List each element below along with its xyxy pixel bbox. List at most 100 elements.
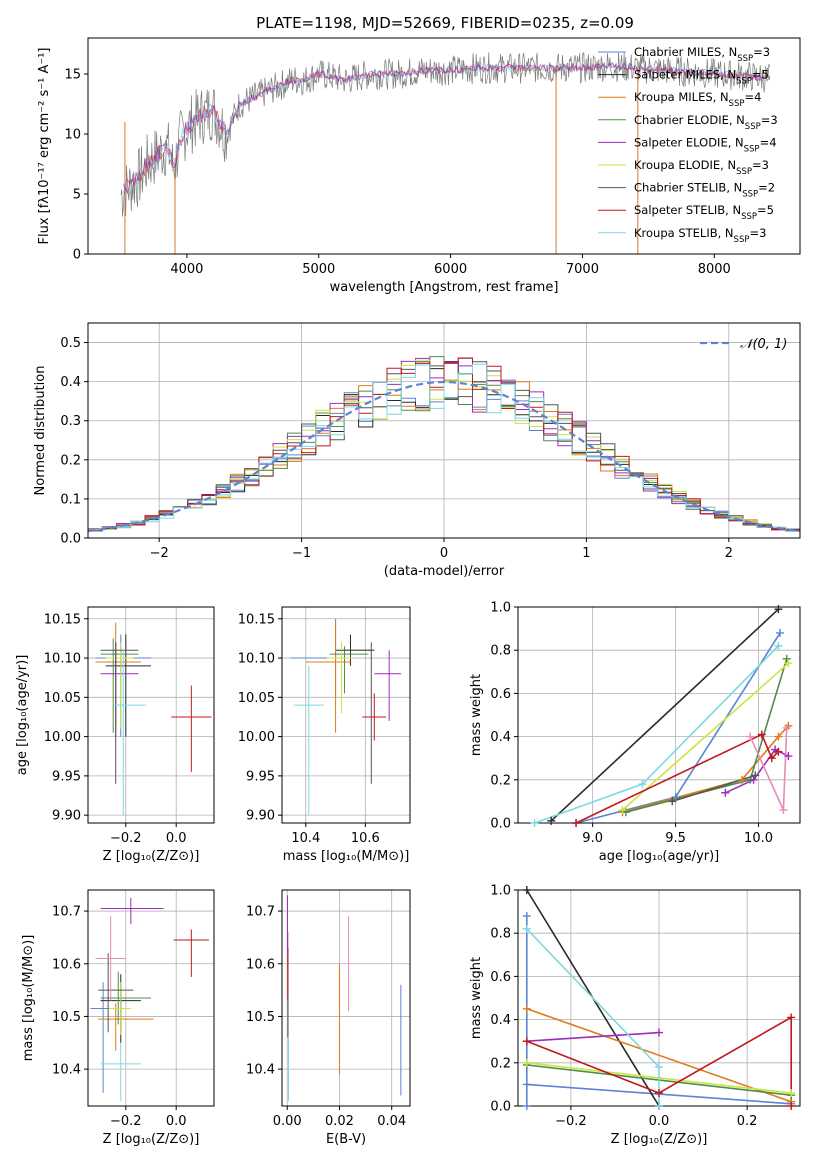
y-tick-label: 10.05	[238, 691, 275, 706]
x-tick-label: −1	[292, 546, 311, 561]
legend-label: Kroupa STELIB, NSSP=3	[634, 226, 766, 245]
y-tick-label: 1.0	[490, 884, 511, 899]
y-tick-label: 0.0	[490, 1100, 511, 1115]
y-tick-label: 9.90	[52, 809, 81, 824]
weight-marker	[668, 797, 677, 806]
x-axis-label: wavelength [Angstrom, rest frame]	[330, 280, 559, 295]
axes-frame	[87, 322, 801, 539]
weight-marker	[776, 628, 785, 637]
weight-marker	[774, 605, 783, 614]
y-tick-label: 10.4	[52, 1063, 81, 1078]
y-tick-label: 0.2	[60, 453, 81, 468]
y-tick-label: 10.05	[44, 691, 81, 706]
x-tick-label: 0.2	[737, 1114, 758, 1129]
weight-vs-age-panel: 9.0 9.5 10.0 0.0 0.2 0.4 0.6 0.8 1.0 age [log₁₀(a…	[469, 601, 801, 864]
x-tick-label: 0.02	[325, 1114, 354, 1129]
residuals-panel: −2 −1 0 1 2 0.0 0.1 0.2 0.3 0.4 0.5 (data-model)/er…	[33, 322, 801, 579]
weight-marker	[774, 732, 783, 741]
plot-area	[290, 618, 402, 816]
x-tick-label: 0.04	[377, 1114, 406, 1129]
weight-marker	[522, 1004, 531, 1013]
y-tick-label: 0.2	[490, 1056, 511, 1071]
weight-line	[526, 1016, 792, 1106]
weight-line	[550, 608, 779, 822]
y-axis-label: Flux [fλ10⁻¹⁷ erg cm⁻² s⁻¹ A⁻¹]	[37, 48, 52, 245]
weight-marker	[787, 1102, 796, 1110]
y-tick-label: 0.3	[60, 414, 81, 429]
weight-line	[534, 645, 779, 823]
weight-line	[575, 733, 779, 823]
weight-marker	[522, 911, 531, 920]
y-tick-label: 0.4	[490, 730, 511, 745]
legend-label: Chabrier STELIB, NSSP=2	[634, 181, 775, 200]
model-spectrum-line	[123, 62, 771, 195]
weight-marker	[746, 732, 755, 741]
y-tick-label: 0.0	[60, 532, 81, 547]
plot-area	[534, 608, 789, 823]
y-tick-label: 0.2	[490, 773, 511, 788]
model-spectrum-line	[123, 62, 771, 194]
x-tick-label: 7000	[566, 262, 599, 277]
weight-marker	[522, 1037, 531, 1046]
y-tick-label: 9.95	[52, 769, 81, 784]
weight-marker	[779, 806, 788, 815]
x-axis-label: Z [log₁₀(Z/Z⊙)]	[103, 849, 200, 864]
y-tick-label: 0.0	[490, 817, 511, 832]
weight-marker	[721, 788, 730, 797]
axes-frame	[87, 37, 801, 255]
weight-line	[749, 727, 788, 811]
legend-label: Salpeter STELIB, NSSP=5	[634, 203, 774, 222]
y-tick-label: 0.4	[60, 375, 81, 390]
plot-area	[88, 356, 800, 533]
x-tick-label: 5000	[302, 262, 335, 277]
y-tick-label: 10.00	[238, 730, 275, 745]
gaussian-curve	[88, 380, 800, 533]
mass-vs-metallicity-panel: −0.2 0.0 10.4 10.5 10.6 10.7 Z [log₁₀(Z/Z⊙)] ma…	[21, 889, 215, 1147]
y-tick-label: 10.5	[246, 1010, 275, 1025]
weight-marker	[757, 730, 766, 739]
weight-line	[725, 748, 789, 794]
weight-marker	[737, 775, 746, 784]
weight-marker	[655, 1102, 663, 1110]
weight-line	[526, 1008, 792, 1103]
weight-marker	[638, 780, 647, 789]
y-tick-label: 10.4	[246, 1063, 275, 1078]
y-axis-label: mass [log₁₀(M/M⊙)]	[21, 935, 36, 1062]
weight-marker	[774, 641, 783, 650]
y-tick-label: 10.15	[44, 612, 81, 627]
x-tick-label: 0.0	[649, 1114, 670, 1129]
weight-marker	[774, 747, 783, 756]
plot-area	[95, 622, 212, 816]
y-tick-label: 0.1	[60, 492, 81, 507]
x-axis-label: mass [log₁₀(M/M⊙)]	[283, 849, 410, 864]
y-tick-label: 0.4	[490, 1013, 511, 1028]
weight-marker	[784, 659, 793, 668]
x-tick-label: 0.00	[273, 1114, 302, 1129]
weight-marker	[530, 819, 539, 827]
weight-marker	[782, 723, 791, 732]
weight-line	[526, 928, 660, 1106]
y-tick-label: 10.10	[238, 652, 275, 667]
weight-marker	[522, 1058, 531, 1067]
x-tick-label: 4000	[170, 262, 203, 277]
x-tick-label: 10.4	[291, 831, 320, 846]
plot-area	[90, 897, 209, 1101]
x-tick-label: 10.6	[351, 831, 380, 846]
x-tick-label: −2	[150, 546, 169, 561]
weight-marker	[618, 806, 627, 815]
y-tick-label: 0.6	[490, 687, 511, 702]
x-tick-label: 10.0	[744, 831, 773, 846]
legend-label: Salpeter ELODIE, NSSP=4	[634, 135, 777, 154]
weight-marker	[787, 1013, 796, 1022]
histogram-series	[88, 357, 800, 531]
age-vs-mass-panel: 10.4 10.6 9.90 9.95 10.00 10.05 10.10 10.15 mass…	[238, 606, 411, 864]
legend: Chabrier MILES, NSSP=3 Salpeter MILES, NS…	[598, 45, 778, 245]
y-tick-label: 9.90	[246, 809, 275, 824]
x-tick-label: 9.0	[582, 831, 603, 846]
y-axis-label: age [log₁₀(age/yr)]	[15, 655, 30, 776]
weight-line	[621, 662, 789, 811]
x-tick-label: −0.2	[555, 1114, 587, 1129]
weight-marker	[522, 1080, 531, 1089]
weight-marker	[522, 924, 531, 933]
